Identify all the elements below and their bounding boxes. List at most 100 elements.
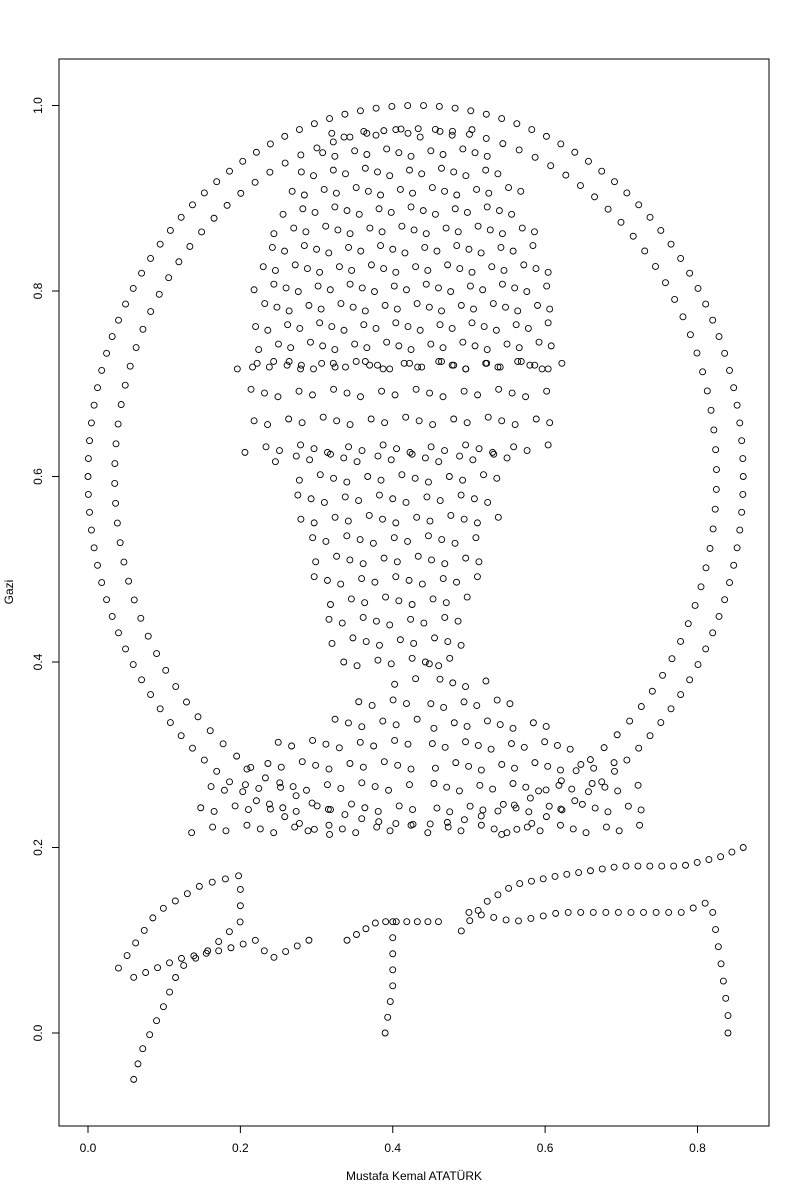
data-point [634,781,642,789]
data-point [455,787,463,795]
data-point [511,764,518,772]
data-point [138,269,146,277]
data-point [172,974,180,981]
data-point [637,806,645,814]
data-point [428,184,436,192]
data-point [547,162,555,170]
data-point [129,661,137,669]
data-point [591,804,599,812]
data-point [539,875,547,883]
data-point [372,104,380,112]
data-point [477,911,485,919]
data-point [379,365,387,373]
data-point [624,802,632,810]
x-tick-label: 0.2 [232,1141,249,1155]
data-point [518,224,526,232]
data-point [392,573,400,581]
data-point [712,446,720,454]
data-point [494,891,502,899]
data-point [463,209,471,216]
data-point [499,280,506,288]
data-point [686,331,694,339]
data-point [227,944,235,952]
data-point [392,268,400,276]
data-point [667,240,675,248]
data-point [401,249,409,257]
data-point [154,964,162,972]
data-point [289,783,297,790]
data-point [334,226,342,234]
data-point [522,393,530,401]
data-point [646,732,654,740]
data-point [389,696,397,704]
data-point [352,829,360,837]
data-point [366,361,374,369]
data-point [477,766,485,774]
data-point [568,785,576,793]
data-point [388,103,396,110]
x-tick-label: 0.0 [80,1141,97,1155]
data-point [115,316,122,324]
data-point [528,126,536,134]
data-point [473,573,481,581]
data-point [490,825,498,833]
data-point [171,897,179,905]
data-point [343,389,351,397]
data-point [424,266,432,274]
data-point [641,247,649,255]
data-point [509,780,517,787]
data-point [535,787,543,795]
data-point [322,537,330,545]
data-point [443,818,451,826]
data-point [510,443,518,451]
data-point [407,821,415,829]
data-point [200,756,208,764]
data-point [305,301,313,309]
data-point [404,323,412,330]
data-point [383,145,391,153]
data-point [470,305,477,313]
data-point [261,300,269,307]
data-point [239,940,247,948]
data-point [407,765,415,773]
data-point [439,575,447,582]
data-point [292,808,300,815]
data-point [375,205,383,213]
data-point [544,441,552,449]
data-point [421,658,429,666]
data-point [132,344,140,351]
data-point [622,862,630,870]
data-point [626,717,634,725]
data-point [517,187,525,195]
data-point [386,172,394,180]
data-point [277,763,285,771]
data-point [172,683,180,690]
data-point [183,698,190,706]
data-point [391,736,399,744]
data-point [369,539,377,547]
data-point [564,908,572,916]
data-point [677,254,685,262]
data-point [468,126,476,134]
data-point [490,450,498,458]
data-point [730,384,738,392]
data-point [453,578,460,586]
data-point [376,491,383,499]
data-point [116,539,124,547]
data-point [166,227,174,234]
data-point [435,284,442,292]
data-point [534,301,541,309]
data-point [392,519,400,527]
data-point [370,742,378,750]
data-point [421,454,429,462]
data-point [313,802,321,810]
data-point [381,419,389,427]
data-point [571,797,579,805]
data-point [277,783,284,791]
data-point [159,904,167,912]
data-point [679,313,687,321]
data-point [703,387,711,395]
data-point [367,261,375,269]
data-point [730,561,738,569]
data-point [353,458,361,466]
